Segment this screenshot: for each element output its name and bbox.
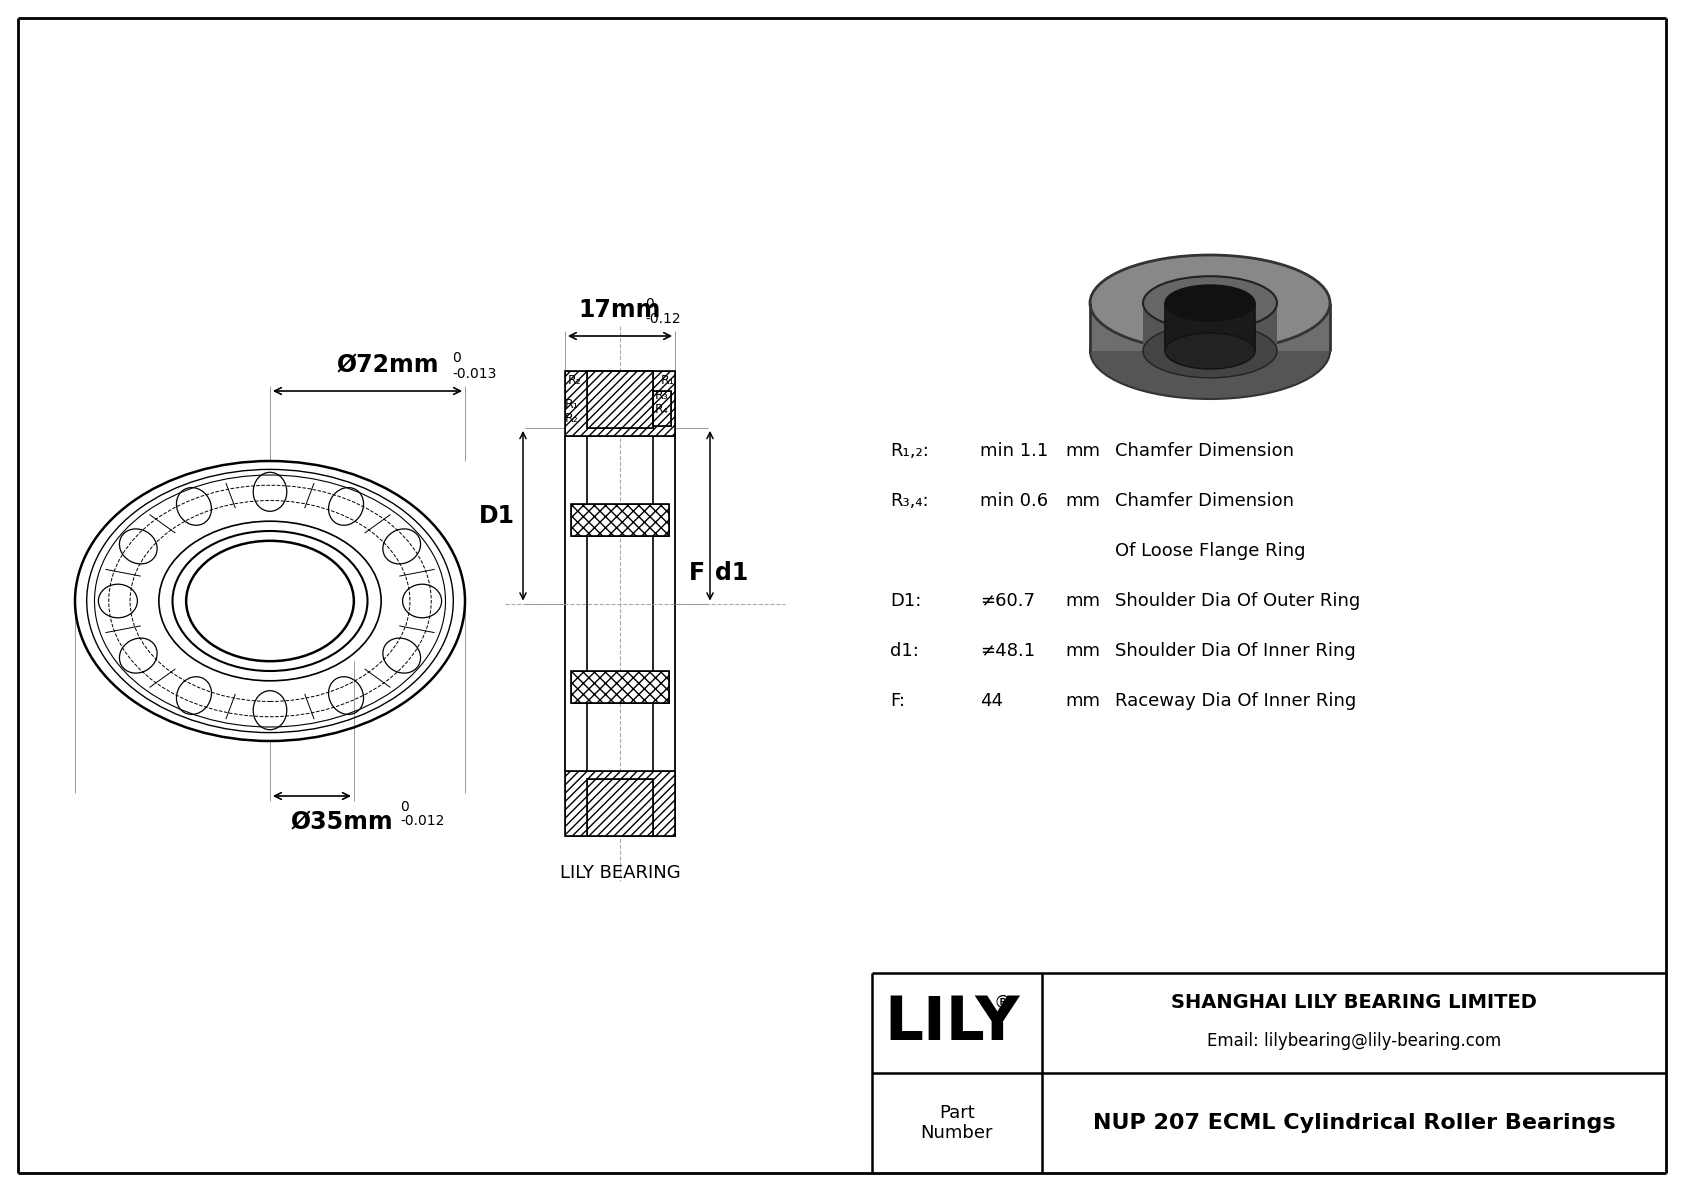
Ellipse shape: [1143, 324, 1276, 378]
Text: Chamfer Dimension: Chamfer Dimension: [1115, 442, 1293, 460]
Bar: [571, 504, 669, 536]
Bar: [571, 504, 669, 536]
Text: NUP 207 ECML Cylindrical Roller Bearings: NUP 207 ECML Cylindrical Roller Bearings: [1093, 1114, 1615, 1133]
Text: R₃,₄:: R₃,₄:: [891, 492, 928, 510]
Text: R₃: R₃: [655, 389, 669, 403]
Bar: [566, 372, 675, 436]
Text: 0: 0: [399, 800, 409, 813]
Text: Of Loose Flange Ring: Of Loose Flange Ring: [1115, 542, 1305, 560]
Bar: [571, 672, 669, 703]
Text: LILY BEARING: LILY BEARING: [559, 863, 680, 883]
Text: R₁: R₁: [566, 398, 579, 411]
Text: 17mm: 17mm: [579, 298, 662, 322]
Bar: [566, 771, 675, 836]
Text: -0.013: -0.013: [453, 367, 497, 381]
Text: d1: d1: [716, 561, 748, 586]
Text: -0.012: -0.012: [399, 813, 445, 828]
Text: mm: mm: [1064, 442, 1100, 460]
Polygon shape: [1143, 303, 1276, 351]
Bar: [588, 779, 653, 836]
Text: Ø35mm: Ø35mm: [291, 810, 394, 834]
Text: Raceway Dia Of Inner Ring: Raceway Dia Of Inner Ring: [1115, 692, 1356, 710]
Text: ≠60.7: ≠60.7: [980, 592, 1036, 610]
Text: F: F: [689, 561, 706, 586]
Polygon shape: [1090, 303, 1330, 351]
Bar: [653, 391, 670, 426]
Text: Ø72mm: Ø72mm: [337, 353, 440, 378]
Text: Part
Number: Part Number: [921, 1104, 994, 1142]
Polygon shape: [1165, 303, 1255, 351]
Text: R₄: R₄: [655, 403, 669, 416]
Text: Shoulder Dia Of Outer Ring: Shoulder Dia Of Outer Ring: [1115, 592, 1361, 610]
Text: d1:: d1:: [891, 642, 919, 660]
Bar: [566, 372, 675, 436]
Text: -0.12: -0.12: [645, 312, 680, 326]
Bar: [653, 391, 670, 426]
Text: 0: 0: [453, 351, 461, 364]
Text: D1:: D1:: [891, 592, 921, 610]
Text: mm: mm: [1064, 692, 1100, 710]
Text: F:: F:: [891, 692, 904, 710]
Text: R₂: R₂: [568, 374, 581, 387]
Text: mm: mm: [1064, 492, 1100, 510]
Ellipse shape: [1165, 333, 1255, 369]
Text: 0: 0: [645, 297, 653, 311]
Bar: [571, 672, 669, 703]
Text: Email: lilybearing@lily-bearing.com: Email: lilybearing@lily-bearing.com: [1207, 1031, 1500, 1050]
Text: mm: mm: [1064, 592, 1100, 610]
Bar: [588, 779, 653, 836]
Text: D1: D1: [478, 504, 515, 528]
Text: R₁,₂:: R₁,₂:: [891, 442, 930, 460]
Text: R₁: R₁: [662, 374, 675, 387]
Bar: [588, 372, 653, 428]
Text: mm: mm: [1064, 642, 1100, 660]
Ellipse shape: [1143, 276, 1276, 330]
Text: ®: ®: [994, 994, 1012, 1012]
Bar: [566, 771, 675, 836]
Text: Chamfer Dimension: Chamfer Dimension: [1115, 492, 1293, 510]
Ellipse shape: [1090, 255, 1330, 351]
Text: min 1.1: min 1.1: [980, 442, 1047, 460]
Text: ≠48.1: ≠48.1: [980, 642, 1036, 660]
Text: min 0.6: min 0.6: [980, 492, 1047, 510]
Text: 44: 44: [980, 692, 1004, 710]
Text: LILY: LILY: [884, 993, 1021, 1053]
Ellipse shape: [187, 541, 354, 661]
Ellipse shape: [1090, 303, 1330, 399]
Ellipse shape: [1165, 285, 1255, 322]
Text: R₂: R₂: [566, 412, 579, 425]
Text: Shoulder Dia Of Inner Ring: Shoulder Dia Of Inner Ring: [1115, 642, 1356, 660]
Bar: [588, 372, 653, 428]
Text: SHANGHAI LILY BEARING LIMITED: SHANGHAI LILY BEARING LIMITED: [1170, 993, 1537, 1012]
